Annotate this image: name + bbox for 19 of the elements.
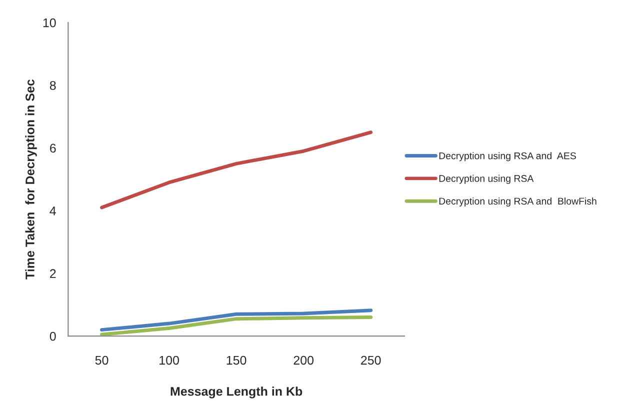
- line-series: [100, 316, 373, 336]
- legend-label: Decryption using RSA and AES: [439, 152, 576, 162]
- y-tick-label: 10: [43, 18, 56, 28]
- y-tick-label: 6: [50, 144, 56, 153]
- line-series: [100, 130, 373, 210]
- line-series: [100, 308, 373, 332]
- x-tick-label: 250: [361, 356, 381, 365]
- y-tick-label: 2: [50, 269, 56, 278]
- y-tick-label: 0: [50, 332, 56, 341]
- x-tick-label: 50: [95, 356, 108, 365]
- x-axis-title: Message Length in Kb: [170, 386, 302, 398]
- x-tick-label: 150: [226, 356, 246, 365]
- y-tick-label: 4: [50, 206, 56, 216]
- legend-label: Decryption using RSA and BlowFish: [439, 197, 596, 207]
- legend-label: Decryption using RSA: [439, 174, 534, 184]
- y-axis-title: Time Taken for Decryption in Sec: [25, 80, 37, 280]
- y-tick-label: 8: [50, 81, 56, 90]
- x-tick-label: 200: [294, 356, 314, 365]
- x-tick-label: 100: [160, 356, 179, 365]
